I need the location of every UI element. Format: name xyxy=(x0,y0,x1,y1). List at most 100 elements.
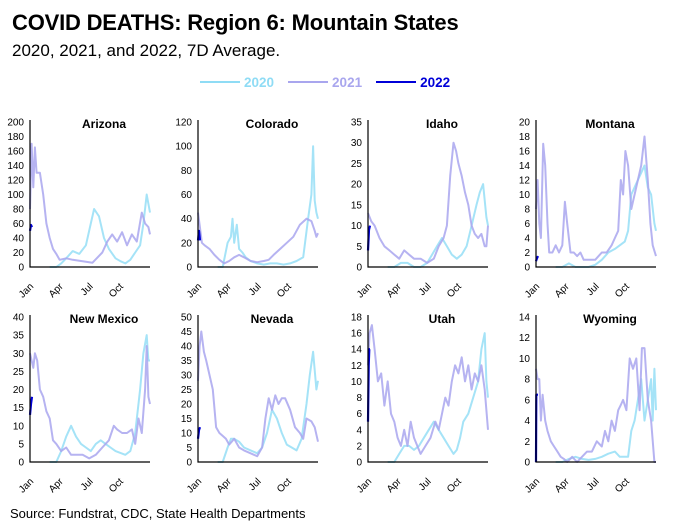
chart-svg-colorado: Colorado 0 20 40 60 80 100 120 Jan Apr Jul Oct xyxy=(175,117,319,301)
chart-title: Arizona xyxy=(82,117,126,131)
chart-panel-colorado: Colorado 0 20 40 60 80 100 120 Jan Apr Jul Oct xyxy=(168,112,336,302)
y-tick-label: 8 xyxy=(524,205,530,216)
y-tick-label: 120 xyxy=(175,118,192,129)
legend-line-2021 xyxy=(288,81,329,83)
chart-panel-new-mexico: New Mexico 0 5 10 15 20 25 30 35 40 Jan Apr Jul Oct xyxy=(0,307,168,497)
y-tick-label: 14 xyxy=(351,345,363,356)
y-tick-label: 15 xyxy=(13,403,25,414)
chart-axes xyxy=(367,120,488,268)
y-tick-label: 35 xyxy=(351,118,363,129)
chart-axes xyxy=(535,120,656,268)
chart-axes xyxy=(535,315,656,463)
y-tick-label: 140 xyxy=(7,161,24,172)
y-tick-label: 100 xyxy=(7,190,24,201)
x-tick-label: Jul xyxy=(417,476,434,493)
y-tick-label: 160 xyxy=(7,147,24,158)
y-tick-label: 8 xyxy=(524,375,530,386)
x-tick-label: Jul xyxy=(79,281,96,298)
chart-svg-montana: Montana 0 2 4 6 8 10 12 14 16 18 20 Jan Apr Jul Oct xyxy=(519,117,657,301)
y-tick-label: 2 xyxy=(524,248,530,259)
y-tick-label: 20 xyxy=(519,118,531,129)
x-tick-label: Jul xyxy=(585,476,602,493)
y-tick-label: 14 xyxy=(519,313,531,324)
series-line-2020 xyxy=(217,145,319,268)
chart-svg-utah: Utah 0 2 4 6 8 10 12 14 16 18 Jan Apr Jul Oct xyxy=(351,312,489,496)
chart-legend: 2020 2021 2022 xyxy=(200,72,464,92)
legend-item-2020: 2020 xyxy=(200,75,274,90)
y-tick-label: 20 xyxy=(13,248,25,259)
series-line-2020 xyxy=(387,183,489,268)
y-tick-label: 16 xyxy=(519,147,531,158)
page-subtitle: 2020, 2021, and 2022, 7D Average. xyxy=(12,41,281,60)
y-tick-label: 10 xyxy=(181,429,193,440)
y-tick-label: 4 xyxy=(524,416,530,427)
legend-line-2022 xyxy=(376,81,417,83)
y-tick-label: 15 xyxy=(351,200,363,211)
y-tick-label: 10 xyxy=(13,421,25,432)
x-tick-label: Oct xyxy=(107,476,126,495)
y-tick-label: 25 xyxy=(181,385,193,396)
series-line-2020 xyxy=(387,332,489,463)
chart-title: Nevada xyxy=(251,312,294,326)
y-tick-label: 30 xyxy=(351,138,363,149)
chart-axes xyxy=(197,120,318,268)
y-tick-label: 10 xyxy=(519,190,531,201)
x-tick-label: Jan xyxy=(185,476,204,495)
y-tick-label: 40 xyxy=(181,342,193,353)
y-tick-label: 18 xyxy=(519,132,531,143)
chart-panel-idaho: Idaho 0 5 10 15 20 25 30 35 Jan Apr Jul Oct xyxy=(338,112,506,302)
chart-title: Utah xyxy=(429,312,456,326)
y-tick-label: 4 xyxy=(524,234,530,245)
y-tick-label: 200 xyxy=(7,118,24,129)
y-tick-label: 8 xyxy=(356,393,362,404)
y-tick-label: 40 xyxy=(13,234,25,245)
series-line-2021 xyxy=(367,324,489,455)
y-tick-label: 12 xyxy=(351,361,363,372)
x-tick-label: Jan xyxy=(523,281,542,300)
y-tick-label: 20 xyxy=(181,400,193,411)
y-tick-label: 45 xyxy=(181,327,193,338)
chart-axes xyxy=(29,315,150,463)
x-tick-label: Apr xyxy=(553,476,572,495)
x-tick-label: Jul xyxy=(417,281,434,298)
y-tick-label: 0 xyxy=(356,458,362,469)
x-tick-label: Jan xyxy=(17,476,36,495)
x-tick-label: Jan xyxy=(17,281,36,300)
chart-panel-utah: Utah 0 2 4 6 8 10 12 14 16 18 Jan Apr Jul Oct xyxy=(338,307,506,497)
y-tick-label: 0 xyxy=(18,458,24,469)
series-line-2021 xyxy=(535,347,656,463)
y-tick-label: 60 xyxy=(181,190,193,201)
y-tick-label: 25 xyxy=(351,159,363,170)
chart-panel-nevada: Nevada 0 5 10 15 20 25 30 35 40 45 50 Jan Apr Jul Oct xyxy=(168,307,336,497)
chart-title: Wyoming xyxy=(583,312,637,326)
y-tick-label: 50 xyxy=(181,313,193,324)
x-tick-label: Oct xyxy=(107,281,126,300)
chart-axes xyxy=(197,315,318,463)
y-tick-label: 0 xyxy=(186,263,192,274)
series-line-2021 xyxy=(29,345,151,460)
x-tick-label: Oct xyxy=(275,281,294,300)
chart-panel-montana: Montana 0 2 4 6 8 10 12 14 16 18 20 Jan Apr Jul Oct xyxy=(506,112,674,302)
y-tick-label: 120 xyxy=(7,176,24,187)
y-tick-label: 100 xyxy=(175,142,192,153)
y-tick-label: 6 xyxy=(524,219,530,230)
y-tick-label: 0 xyxy=(524,263,530,274)
x-tick-label: Oct xyxy=(613,476,632,495)
chart-title: New Mexico xyxy=(70,312,139,326)
y-tick-label: 12 xyxy=(519,333,531,344)
x-tick-label: Jan xyxy=(355,281,374,300)
x-tick-label: Jul xyxy=(247,476,264,493)
legend-line-2020 xyxy=(200,81,240,83)
chart-title: Idaho xyxy=(426,117,458,131)
x-tick-label: Oct xyxy=(445,281,464,300)
x-tick-label: Jul xyxy=(79,476,96,493)
x-tick-label: Apr xyxy=(553,281,572,300)
y-tick-label: 6 xyxy=(524,395,530,406)
y-tick-label: 30 xyxy=(13,349,25,360)
y-tick-label: 0 xyxy=(356,263,362,274)
series-line-2021 xyxy=(197,330,319,458)
legend-label-2022: 2022 xyxy=(420,74,451,90)
y-tick-label: 35 xyxy=(13,331,25,342)
chart-axes xyxy=(367,315,488,463)
y-tick-label: 35 xyxy=(181,356,193,367)
